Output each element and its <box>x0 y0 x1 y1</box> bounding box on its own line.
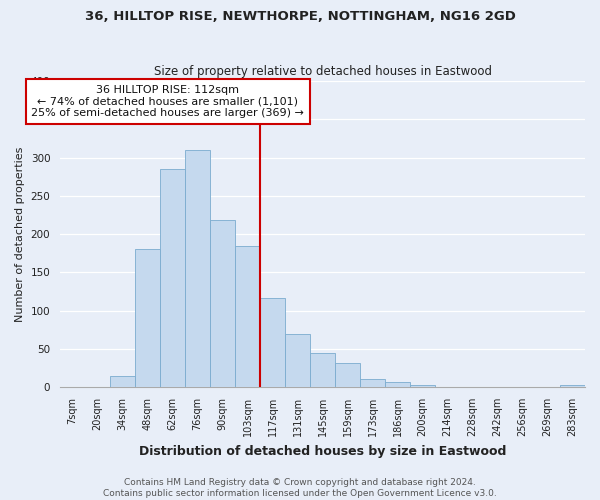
X-axis label: Distribution of detached houses by size in Eastwood: Distribution of detached houses by size … <box>139 444 506 458</box>
Bar <box>285 334 310 387</box>
Bar <box>235 246 260 387</box>
Bar <box>110 376 135 387</box>
Bar <box>260 298 285 387</box>
Bar <box>185 150 210 387</box>
Bar <box>360 378 385 387</box>
Bar <box>385 382 410 387</box>
Text: 36, HILLTOP RISE, NEWTHORPE, NOTTINGHAM, NG16 2GD: 36, HILLTOP RISE, NEWTHORPE, NOTTINGHAM,… <box>85 10 515 23</box>
Bar <box>135 250 160 387</box>
Title: Size of property relative to detached houses in Eastwood: Size of property relative to detached ho… <box>154 66 491 78</box>
Bar <box>310 352 335 387</box>
Y-axis label: Number of detached properties: Number of detached properties <box>15 146 25 322</box>
Bar <box>335 362 360 387</box>
Text: 36 HILLTOP RISE: 112sqm
← 74% of detached houses are smaller (1,101)
25% of semi: 36 HILLTOP RISE: 112sqm ← 74% of detache… <box>31 85 304 118</box>
Bar <box>560 385 585 387</box>
Text: Contains HM Land Registry data © Crown copyright and database right 2024.
Contai: Contains HM Land Registry data © Crown c… <box>103 478 497 498</box>
Bar <box>210 220 235 387</box>
Bar <box>410 385 435 387</box>
Bar <box>160 169 185 387</box>
